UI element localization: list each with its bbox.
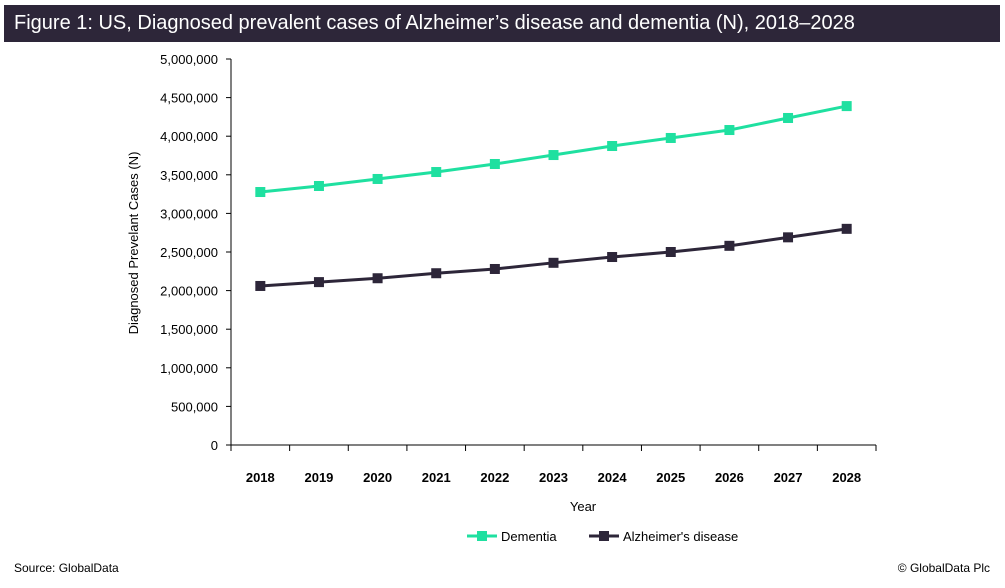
legend-marker [599, 531, 609, 541]
legend-label: Dementia [501, 529, 557, 544]
y-tick-label: 5,000,000 [160, 52, 218, 67]
series-line-1 [260, 227, 847, 288]
copyright: © GlobalData Plc [897, 561, 990, 575]
x-tick-label: 2025 [656, 470, 685, 485]
x-tick-label: 2023 [539, 470, 568, 485]
data-point [431, 268, 442, 279]
data-point [607, 141, 618, 152]
series-line-0 [260, 104, 847, 194]
legend-label: Alzheimer's disease [623, 529, 738, 544]
x-tick-label: 2024 [598, 470, 628, 485]
y-tick-label: 1,000,000 [160, 361, 218, 376]
data-point [372, 173, 383, 184]
data-point [724, 240, 735, 251]
data-point [255, 187, 266, 198]
data-point [548, 257, 559, 268]
y-tick-label: 3,000,000 [160, 206, 218, 221]
x-tick-label: 2019 [304, 470, 333, 485]
y-tick-label: 2,000,000 [160, 284, 218, 299]
data-point [665, 132, 676, 143]
data-point [489, 263, 500, 274]
y-axis-title: Diagnosed Prevelant Cases (N) [126, 152, 141, 335]
legend-marker [477, 531, 487, 541]
x-axis-title: Year [570, 499, 597, 514]
data-point [665, 247, 676, 257]
data-point [841, 101, 852, 112]
y-tick-label: 4,500,000 [160, 91, 218, 106]
x-tick-label: 2018 [246, 470, 275, 485]
source-note: Source: GlobalData [14, 561, 119, 575]
y-tick-label: 500,000 [171, 399, 218, 414]
y-tick-label: 0 [211, 438, 218, 453]
data-point [313, 180, 324, 191]
data-point [489, 158, 500, 169]
data-point [372, 273, 383, 284]
data-point [783, 232, 794, 243]
data-point [607, 252, 618, 263]
x-tick-label: 2028 [832, 470, 861, 485]
figure-title: Figure 1: US, Diagnosed prevalent cases … [4, 5, 1000, 42]
data-point [548, 150, 559, 161]
x-tick-label: 2020 [363, 470, 392, 485]
x-tick-label: 2021 [422, 470, 451, 485]
data-point [841, 223, 852, 234]
x-tick-label: 2022 [480, 470, 509, 485]
data-point [783, 112, 794, 123]
data-point [313, 277, 324, 288]
y-tick-label: 3,500,000 [160, 168, 218, 183]
y-tick-label: 4,000,000 [160, 129, 218, 144]
y-tick-label: 1,500,000 [160, 322, 218, 337]
x-tick-label: 2026 [715, 470, 744, 485]
x-tick-label: 2027 [774, 470, 803, 485]
data-point [724, 125, 735, 136]
data-point [255, 280, 266, 291]
data-point [431, 167, 442, 178]
y-tick-label: 2,500,000 [160, 245, 218, 260]
